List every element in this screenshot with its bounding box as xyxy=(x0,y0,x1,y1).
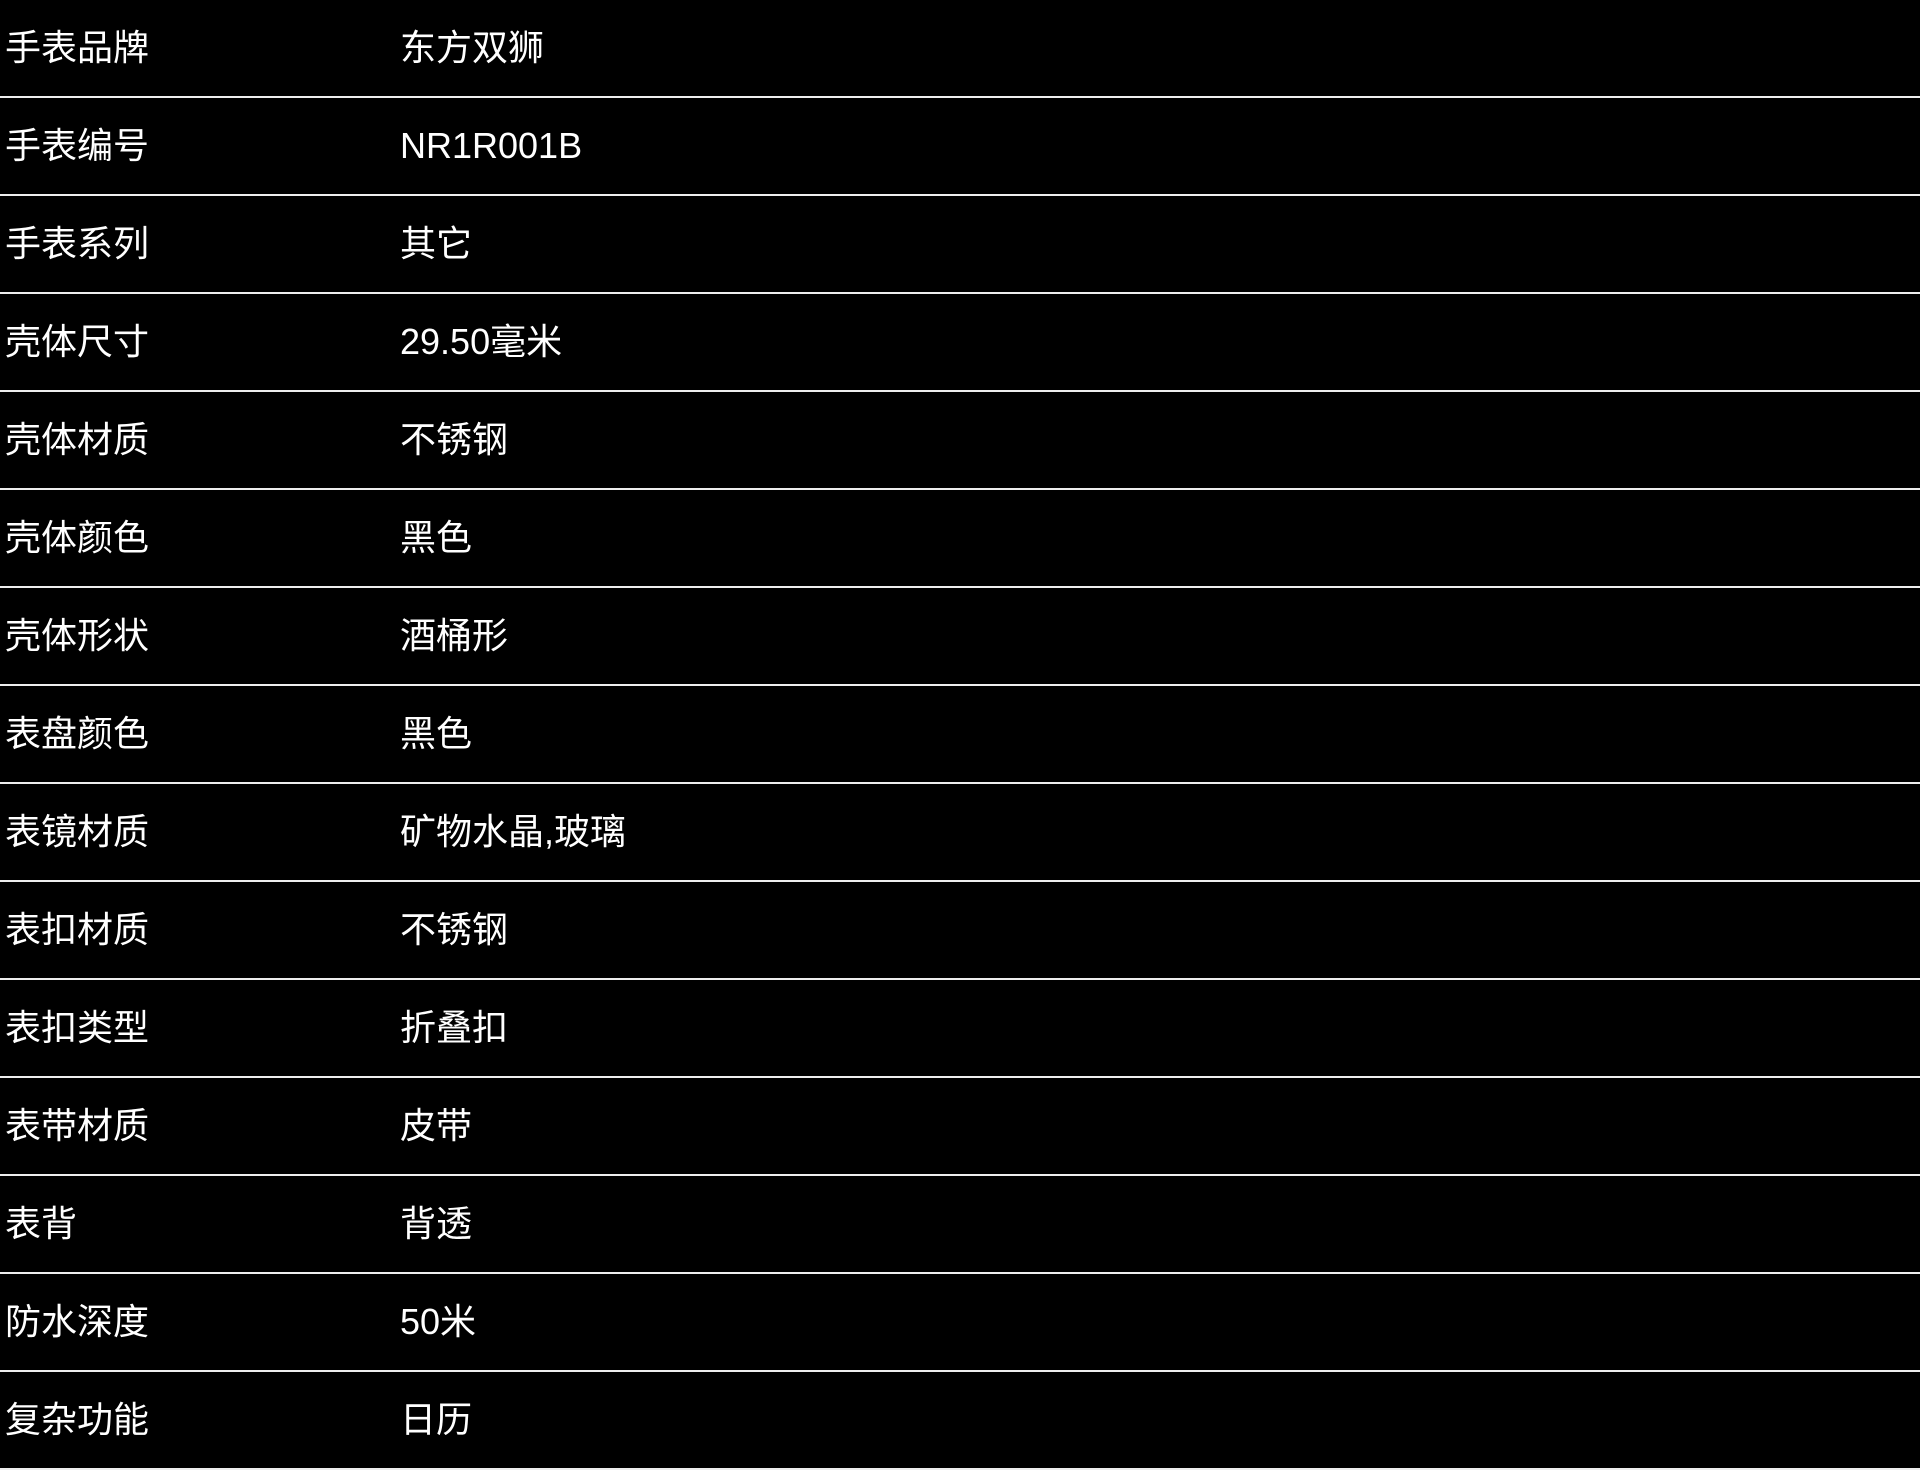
spec-value: 矿物水晶,玻璃 xyxy=(400,811,627,852)
spec-label: 表扣材质 xyxy=(5,909,150,950)
table-row: 表扣类型 折叠扣 xyxy=(0,980,1920,1078)
spec-value: 黑色 xyxy=(400,517,473,558)
spec-value: 29.50毫米 xyxy=(400,321,563,362)
spec-label: 壳体尺寸 xyxy=(5,321,150,362)
spec-label: 复杂功能 xyxy=(5,1399,150,1440)
spec-value: 50米 xyxy=(400,1301,477,1342)
spec-value: 东方双狮 xyxy=(400,27,545,68)
table-row: 防水深度 50米 xyxy=(0,1274,1920,1372)
spec-value: 日历 xyxy=(400,1399,473,1440)
spec-label: 手表编号 xyxy=(5,125,150,166)
spec-value: 皮带 xyxy=(400,1105,473,1146)
table-row: 表盘颜色 黑色 xyxy=(0,686,1920,784)
spec-value: 酒桶形 xyxy=(400,615,509,656)
table-row: 手表系列 其它 xyxy=(0,196,1920,294)
spec-label: 表带材质 xyxy=(5,1105,150,1146)
spec-label: 表扣类型 xyxy=(5,1007,150,1048)
table-row: 手表品牌 东方双狮 xyxy=(0,0,1920,98)
spec-label: 壳体材质 xyxy=(5,419,150,460)
spec-label: 表镜材质 xyxy=(5,811,150,852)
table-row: 表镜材质 矿物水晶,玻璃 xyxy=(0,784,1920,882)
table-row: 表扣材质 不锈钢 xyxy=(0,882,1920,980)
spec-label: 表盘颜色 xyxy=(5,713,150,754)
spec-value: 背透 xyxy=(400,1203,473,1244)
spec-label: 手表系列 xyxy=(5,223,150,264)
spec-value: 不锈钢 xyxy=(400,909,509,950)
spec-value: 不锈钢 xyxy=(400,419,509,460)
spec-label: 手表品牌 xyxy=(5,27,150,68)
table-row: 复杂功能 日历 xyxy=(0,1372,1920,1470)
table-row: 壳体颜色 黑色 xyxy=(0,490,1920,588)
table-row: 壳体尺寸 29.50毫米 xyxy=(0,294,1920,392)
spec-value: NR1R001B xyxy=(400,125,583,166)
table-row: 壳体形状 酒桶形 xyxy=(0,588,1920,686)
spec-value: 折叠扣 xyxy=(400,1007,509,1048)
spec-value: 黑色 xyxy=(400,713,473,754)
table-row: 手表编号 NR1R001B xyxy=(0,98,1920,196)
table-row: 壳体材质 不锈钢 xyxy=(0,392,1920,490)
spec-value: 其它 xyxy=(400,223,473,264)
spec-label: 防水深度 xyxy=(5,1301,150,1342)
table-row: 表背 背透 xyxy=(0,1176,1920,1274)
spec-label: 壳体形状 xyxy=(5,615,150,656)
spec-label: 壳体颜色 xyxy=(5,517,150,558)
spec-label: 表背 xyxy=(5,1203,78,1244)
table-row: 表带材质 皮带 xyxy=(0,1078,1920,1176)
